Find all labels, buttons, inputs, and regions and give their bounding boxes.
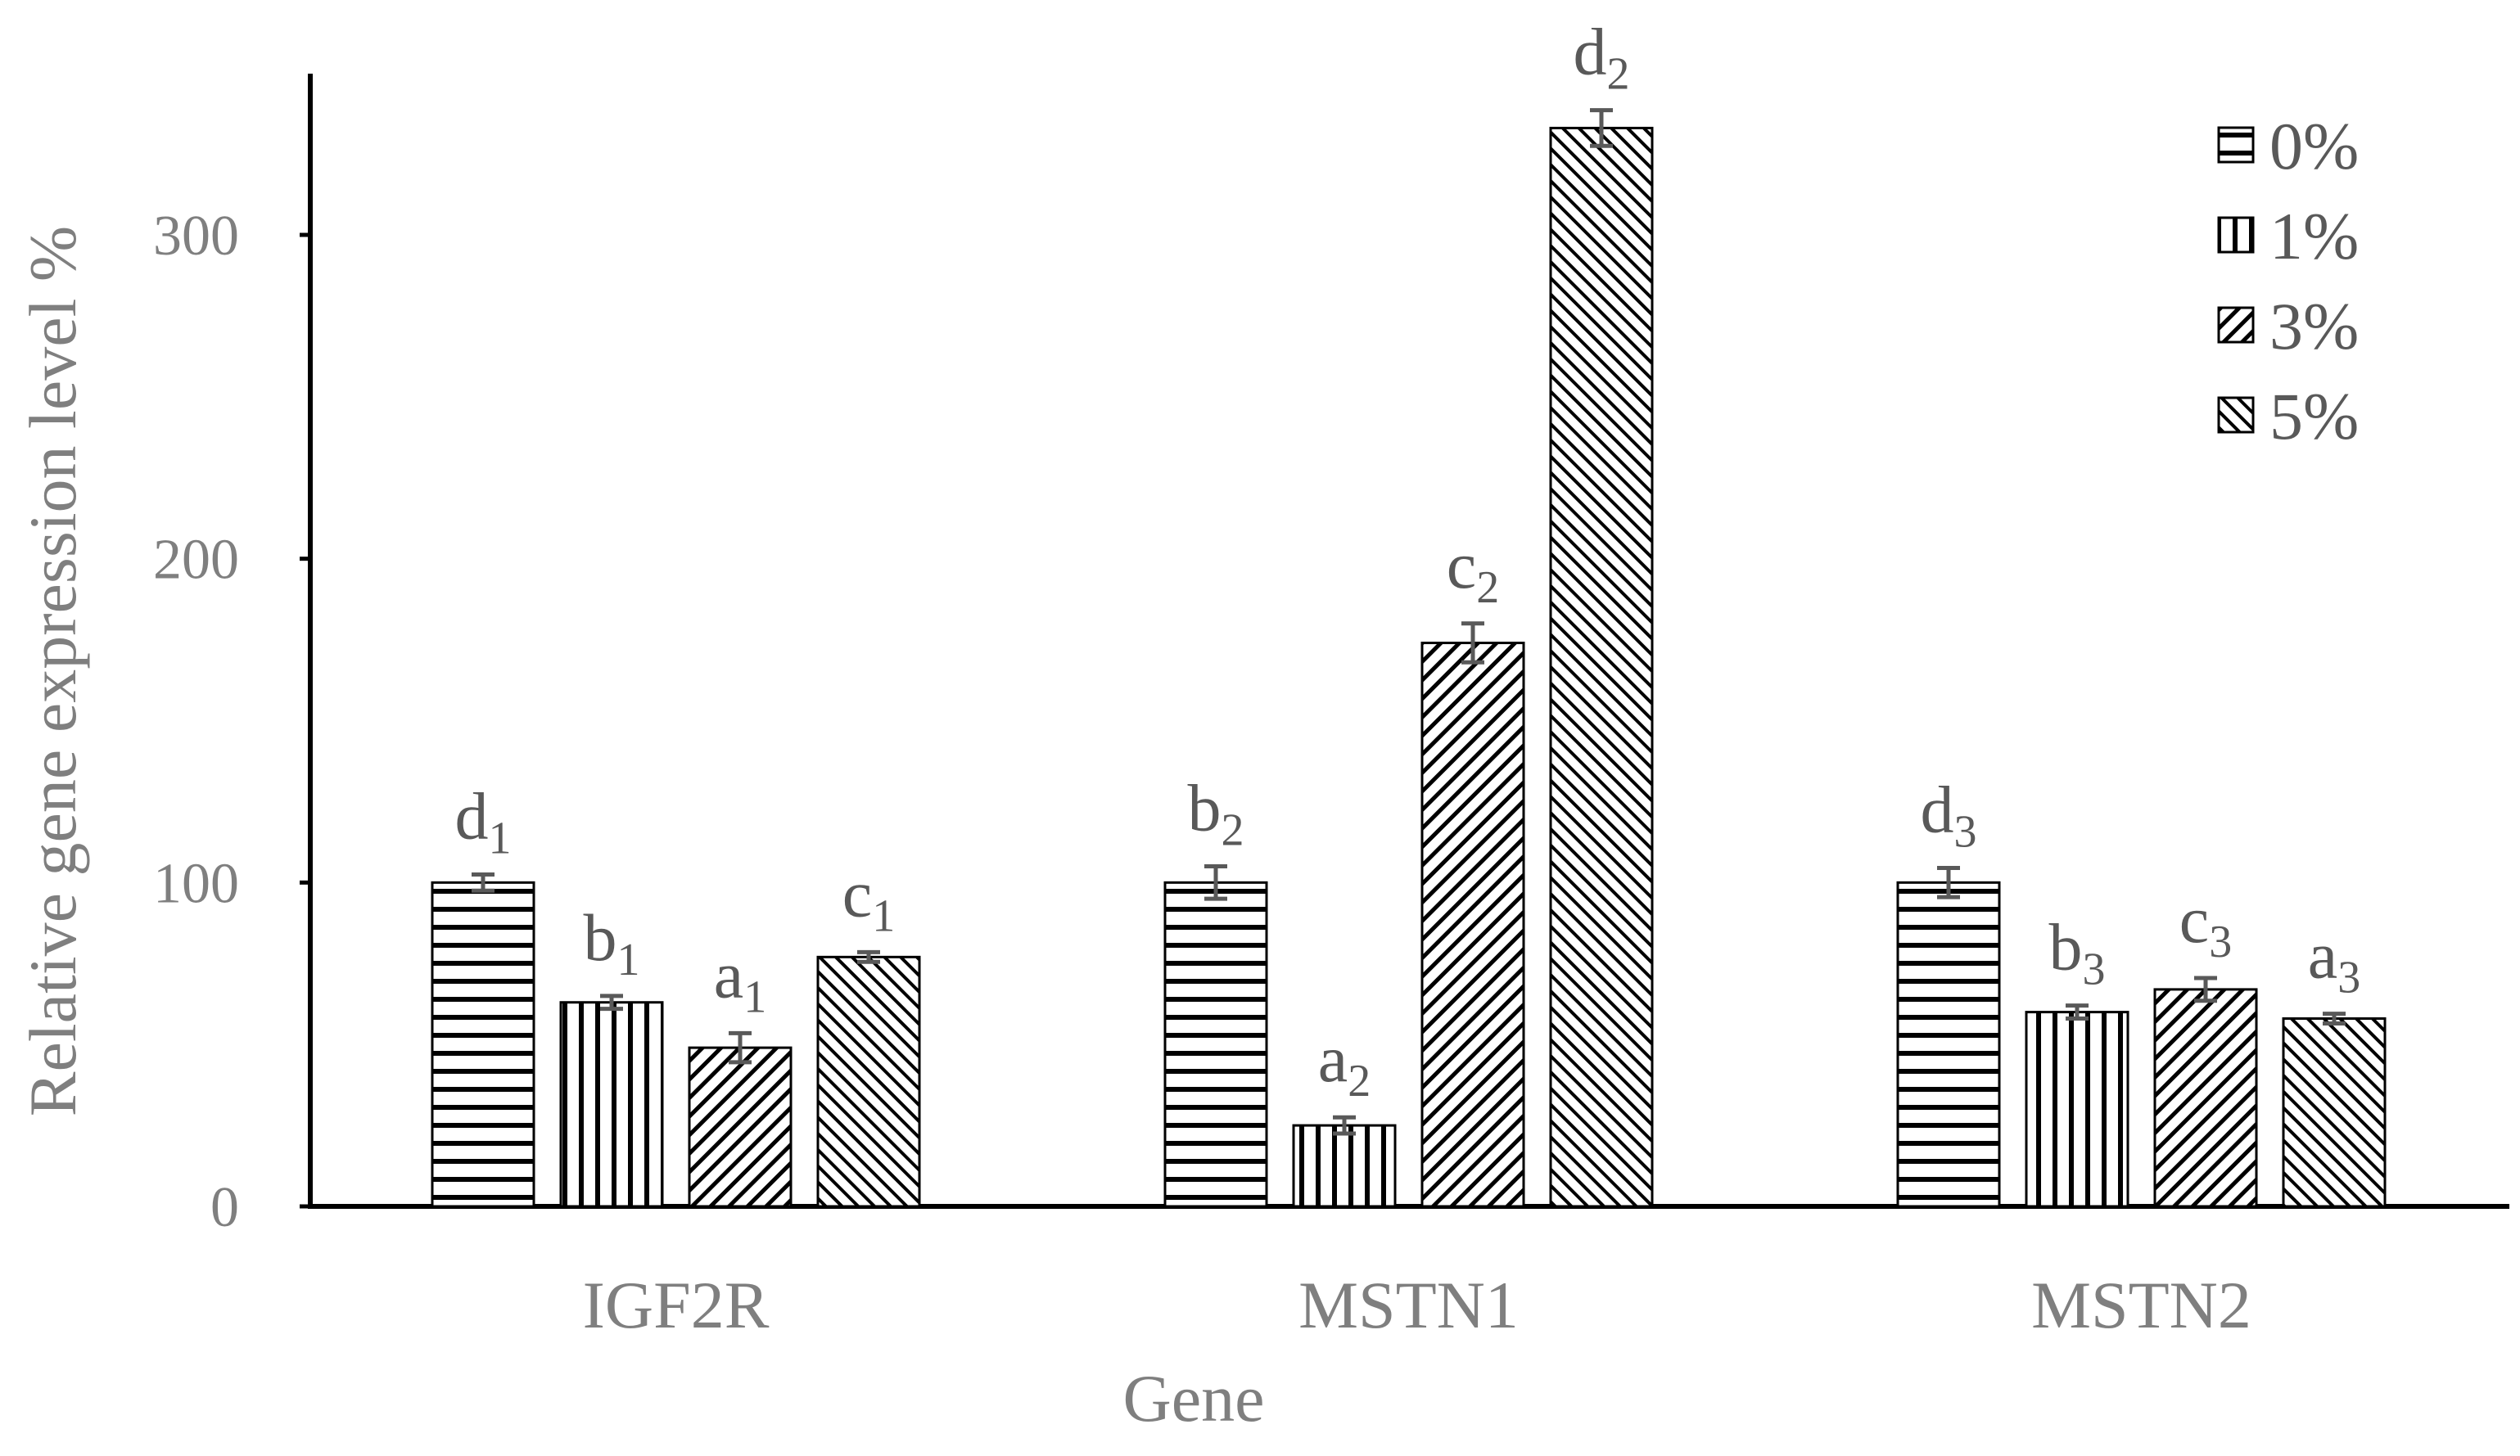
bar: [1292, 1124, 1397, 1208]
legend-swatch: [2217, 306, 2255, 344]
error-bar: [1590, 108, 1613, 148]
error-bar: [2323, 1012, 2346, 1026]
significance-label: a2: [1318, 1021, 1371, 1107]
x-category-label: MSTN2: [2031, 1268, 2251, 1342]
error-bar: [2194, 976, 2217, 1003]
legend-item: 1%: [2217, 199, 2359, 273]
legend-swatch: [2217, 126, 2255, 164]
legend-swatch: [2217, 396, 2255, 434]
error-bar: [472, 872, 495, 893]
y-tick-label: 300: [153, 205, 239, 268]
significance-label: c1: [842, 856, 895, 941]
legend-label: 1%: [2269, 199, 2359, 273]
y-tick-label: 200: [153, 529, 239, 592]
bar: [688, 1046, 793, 1208]
significance-label: c2: [1447, 528, 1499, 613]
y-tick-label: 100: [153, 852, 239, 915]
legend-label: 0%: [2269, 109, 2359, 183]
bar: [2282, 1017, 2387, 1208]
bar: [1896, 881, 2001, 1208]
bar: [1549, 126, 1654, 1208]
y-axis-title: Relative gene expression level %: [16, 226, 90, 1116]
error-bar: [729, 1030, 752, 1065]
significance-label: b3: [2049, 910, 2106, 995]
significance-label: d1: [455, 778, 512, 863]
significance-label: a3: [2308, 918, 2360, 1003]
bar: [559, 1001, 664, 1208]
legend-item: 0%: [2217, 109, 2359, 183]
legend-swatch: [2217, 216, 2255, 254]
legend-item: 5%: [2217, 379, 2359, 453]
error-bar: [2066, 1003, 2089, 1021]
x-category-label: MSTN1: [1298, 1268, 1519, 1342]
error-bar: [600, 994, 623, 1012]
legend: 0% 1% 3% 5%: [2217, 109, 2359, 453]
error-bar: [857, 949, 880, 964]
y-axis-ticks: 0 100 200 300: [153, 205, 310, 1239]
error-bar: [1461, 621, 1484, 665]
bar: [431, 881, 535, 1208]
significance-label: c3: [2179, 882, 2232, 967]
significance-label: b2: [1188, 771, 1244, 856]
legend-label: 3%: [2269, 289, 2359, 363]
legend-item: 3%: [2217, 289, 2359, 363]
bar: [816, 955, 921, 1208]
significance-label: d2: [1574, 15, 1630, 100]
significance-label: a1: [714, 937, 766, 1022]
category-labels: IGF2R MSTN1 MSTN2: [583, 1268, 2251, 1342]
bar: [2025, 1011, 2129, 1208]
error-bar: [1333, 1115, 1356, 1136]
bar: [1163, 881, 1268, 1208]
legend-label: 5%: [2269, 379, 2359, 453]
significance-label: d3: [1921, 773, 1977, 858]
bar: [1420, 642, 1525, 1208]
error-bar: [1204, 864, 1227, 901]
bars: d1 b2 d3 b1 a2 b3 a1 c2 c3 c1 d2 a3: [431, 15, 2387, 1208]
x-category-label: IGF2R: [583, 1268, 770, 1342]
bar: [2153, 988, 2258, 1208]
significance-label: b1: [584, 900, 640, 985]
error-bar: [1937, 866, 1960, 899]
y-tick-label: 0: [210, 1176, 239, 1239]
x-axis-title: Gene: [1122, 1361, 1264, 1436]
